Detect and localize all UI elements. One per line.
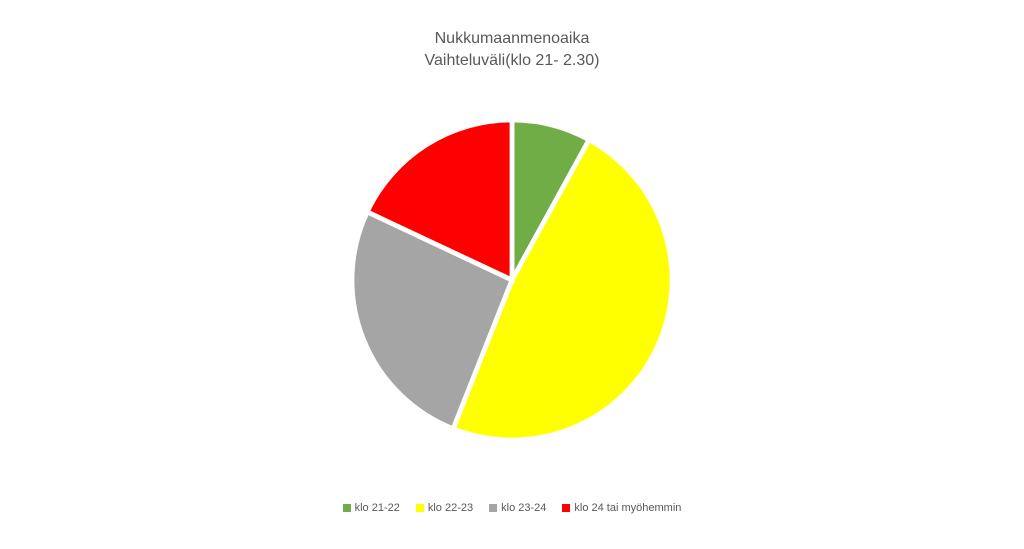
legend-swatch xyxy=(416,504,424,512)
chart-title: Nukkumaanmenoaika Vaihteluväli(klo 21- 2… xyxy=(0,0,1024,71)
legend-item: klo 23-24 xyxy=(489,502,546,514)
legend-item: klo 21-22 xyxy=(343,502,400,514)
legend-item: klo 22-23 xyxy=(416,502,473,514)
pie-svg xyxy=(352,120,672,440)
chart-title-line1: Nukkumaanmenoaika xyxy=(0,28,1024,50)
legend-swatch xyxy=(562,504,570,512)
legend-item: klo 24 tai myöhemmin xyxy=(562,502,681,514)
pie-plot-area xyxy=(352,120,672,440)
legend-label: klo 23-24 xyxy=(501,502,546,514)
chart-title-line2: Vaihteluväli(klo 21- 2.30) xyxy=(0,50,1024,72)
legend-label: klo 21-22 xyxy=(355,502,400,514)
legend-label: klo 24 tai myöhemmin xyxy=(574,502,681,514)
legend-swatch xyxy=(489,504,497,512)
chart-legend: klo 21-22 klo 22-23 klo 23-24 klo 24 tai my… xyxy=(0,502,1024,514)
pie-chart-container: Nukkumaanmenoaika Vaihteluväli(klo 21- 2… xyxy=(0,0,1024,549)
legend-swatch xyxy=(343,504,351,512)
legend-label: klo 22-23 xyxy=(428,502,473,514)
